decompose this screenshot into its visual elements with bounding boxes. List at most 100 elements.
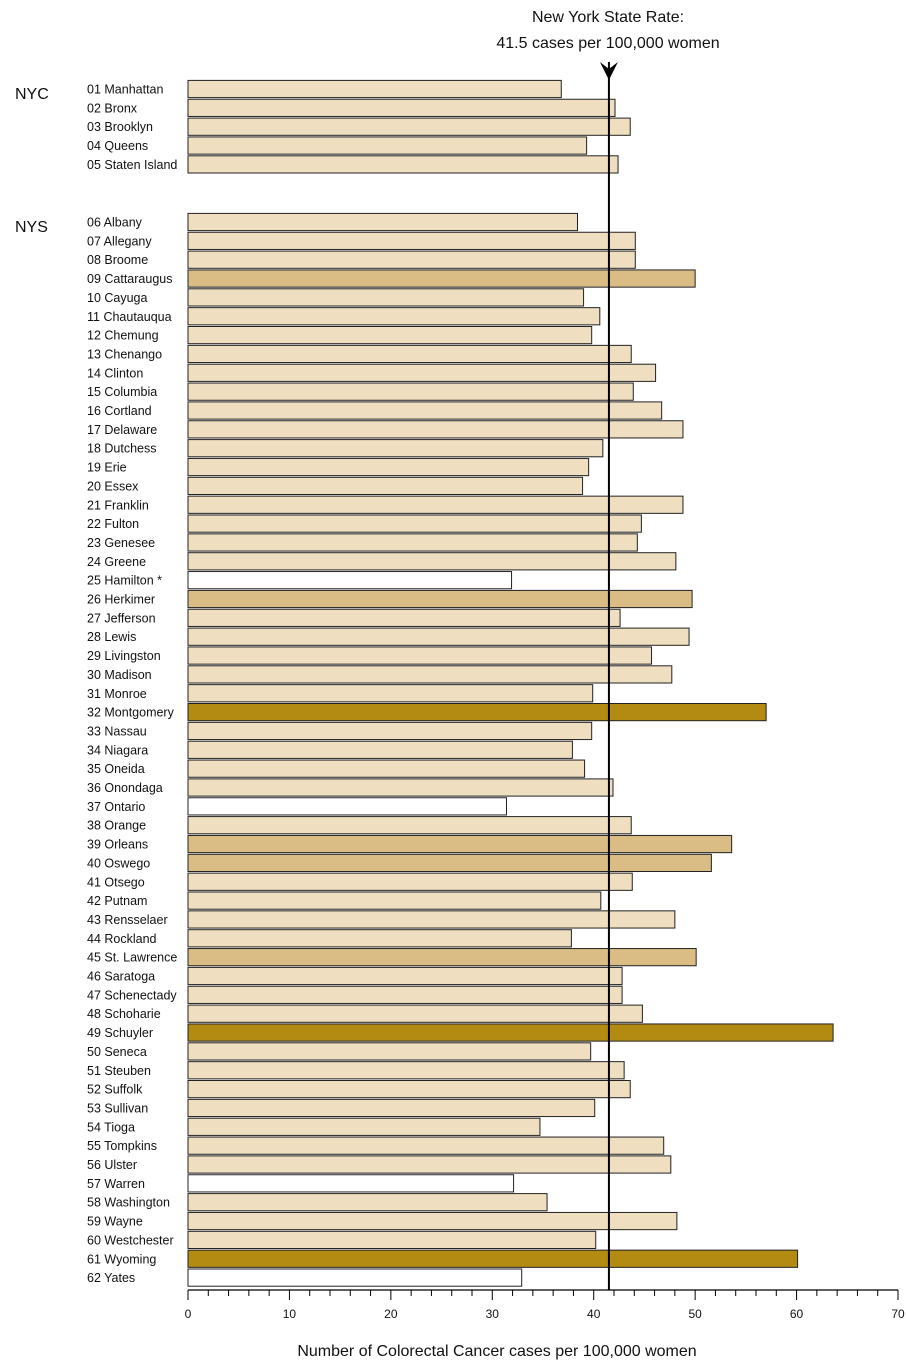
bar-13	[187, 344, 632, 364]
bar-48	[187, 1004, 643, 1023]
bar-16	[187, 401, 663, 420]
bar-29	[187, 646, 653, 665]
bar-51	[187, 1061, 625, 1080]
category-label-27: 27 Jefferson	[87, 611, 156, 625]
bar-18	[187, 439, 604, 458]
category-label-37: 37 Ontario	[87, 800, 145, 814]
bar-23	[187, 533, 638, 552]
bar-10	[187, 288, 585, 307]
x-axis: 0 10 20 30 40 50 60 70	[185, 1289, 905, 1321]
category-label-23: 23 Genesee	[87, 536, 155, 550]
bar-19	[187, 457, 590, 477]
category-label-25: 25 Hamilton *	[87, 574, 162, 588]
category-label-29: 29 Livingston	[87, 649, 161, 663]
bar-42	[187, 891, 602, 910]
category-label-34: 34 Niagara	[87, 743, 148, 757]
x-tick-label-50: 50	[688, 1307, 702, 1321]
category-label-56: 56 Ulster	[87, 1158, 137, 1172]
category-label-55: 55 Tompkins	[87, 1139, 157, 1153]
category-label-11: 11 Chautauqua	[87, 310, 172, 324]
category-label-62: 62 Yates	[87, 1271, 135, 1285]
bar-35	[187, 759, 586, 778]
category-label-33: 33 Nassau	[87, 724, 147, 738]
x-tick-label-20: 20	[384, 1307, 398, 1321]
category-label-22: 22 Fulton	[87, 517, 139, 531]
category-label-58: 58 Washington	[87, 1196, 170, 1210]
reference-line-label-line2: 41.5 cases per 100,000 women	[496, 35, 719, 52]
category-label-45: 45 St. Lawrence	[87, 951, 177, 965]
category-label-21: 21 Franklin	[87, 498, 149, 512]
category-label-10: 10 Cayuga	[87, 291, 148, 305]
category-label-12: 12 Chemung	[87, 329, 159, 343]
category-label-14: 14 Clinton	[87, 366, 143, 380]
category-label-47: 47 Schenectady	[87, 988, 177, 1002]
category-label-39: 39 Orleans	[87, 838, 148, 852]
bar-37	[187, 797, 507, 816]
category-label-20: 20 Essex	[87, 479, 139, 493]
bar-28	[187, 627, 690, 646]
category-label-48: 48 Schoharie	[87, 1007, 161, 1021]
category-label-19: 19 Erie	[87, 461, 127, 475]
category-label-43: 43 Rensselaer	[87, 913, 168, 927]
category-label-2: 02 Bronx	[87, 101, 138, 115]
x-tick-label-30: 30	[486, 1307, 500, 1321]
bar-34	[187, 740, 573, 759]
bar-21	[187, 495, 684, 514]
category-label-24: 24 Greene	[87, 555, 146, 569]
category-label-60: 60 Westchester	[87, 1233, 174, 1247]
category-label-5: 05 Staten Island	[87, 158, 177, 172]
category-label-36: 36 Onondaga	[87, 781, 163, 795]
x-tick-label-0: 0	[185, 1307, 192, 1321]
bar-40	[187, 853, 712, 872]
category-label-54: 54 Tioga	[87, 1120, 135, 1134]
bar-9	[187, 269, 696, 288]
bar-33	[187, 721, 593, 741]
category-label-42: 42 Putnam	[87, 894, 147, 908]
category-labels-layer: 01 Manhattan 02 Bronx 03 Brooklyn 04 Queens…	[87, 83, 177, 1286]
category-label-6: 06 Albany	[87, 216, 143, 230]
bar-50	[187, 1042, 592, 1061]
bar-22	[187, 514, 642, 533]
category-label-49: 49 Schuyler	[87, 1026, 153, 1040]
bar-36	[187, 778, 614, 797]
bar-45	[187, 948, 697, 967]
category-label-31: 31 Monroe	[87, 687, 147, 701]
category-label-53: 53 Sullivan	[87, 1101, 148, 1115]
bar-15	[187, 382, 634, 401]
bar-54	[187, 1117, 541, 1136]
category-label-35: 35 Oneida	[87, 762, 145, 776]
bar-39	[187, 834, 733, 854]
bars-layer	[187, 79, 834, 1287]
bar-11	[187, 307, 601, 326]
bar-7	[187, 231, 636, 250]
group-labels-layer: NYC NYS	[15, 86, 49, 236]
category-label-59: 59 Wayne	[87, 1215, 143, 1229]
bar-20	[187, 476, 584, 495]
bar-57	[187, 1174, 515, 1193]
category-label-38: 38 Orange	[87, 819, 146, 833]
bar-31	[187, 684, 594, 703]
bar-32	[187, 703, 767, 722]
reference-arrowhead	[599, 62, 618, 80]
category-label-1: 01 Manhattan	[87, 83, 163, 97]
bar-53	[187, 1098, 596, 1118]
bar-62	[187, 1268, 523, 1287]
bar-30	[187, 665, 673, 684]
category-label-3: 03 Brooklyn	[87, 120, 153, 134]
bar-55	[187, 1136, 665, 1155]
bar-56	[187, 1155, 672, 1174]
category-label-4: 04 Queens	[87, 139, 148, 153]
bar-6	[187, 212, 578, 232]
category-label-57: 57 Warren	[87, 1177, 145, 1191]
category-label-26: 26 Herkimer	[87, 593, 155, 607]
bar-17	[187, 420, 684, 439]
reference-line-label-line1: New York State Rate:	[532, 9, 684, 26]
bar-59	[187, 1211, 678, 1231]
bar-38	[187, 816, 632, 835]
x-tick-label-70: 70	[891, 1307, 905, 1321]
bar-3	[187, 117, 631, 136]
category-label-28: 28 Lewis	[87, 630, 136, 644]
bar-46	[187, 966, 623, 986]
